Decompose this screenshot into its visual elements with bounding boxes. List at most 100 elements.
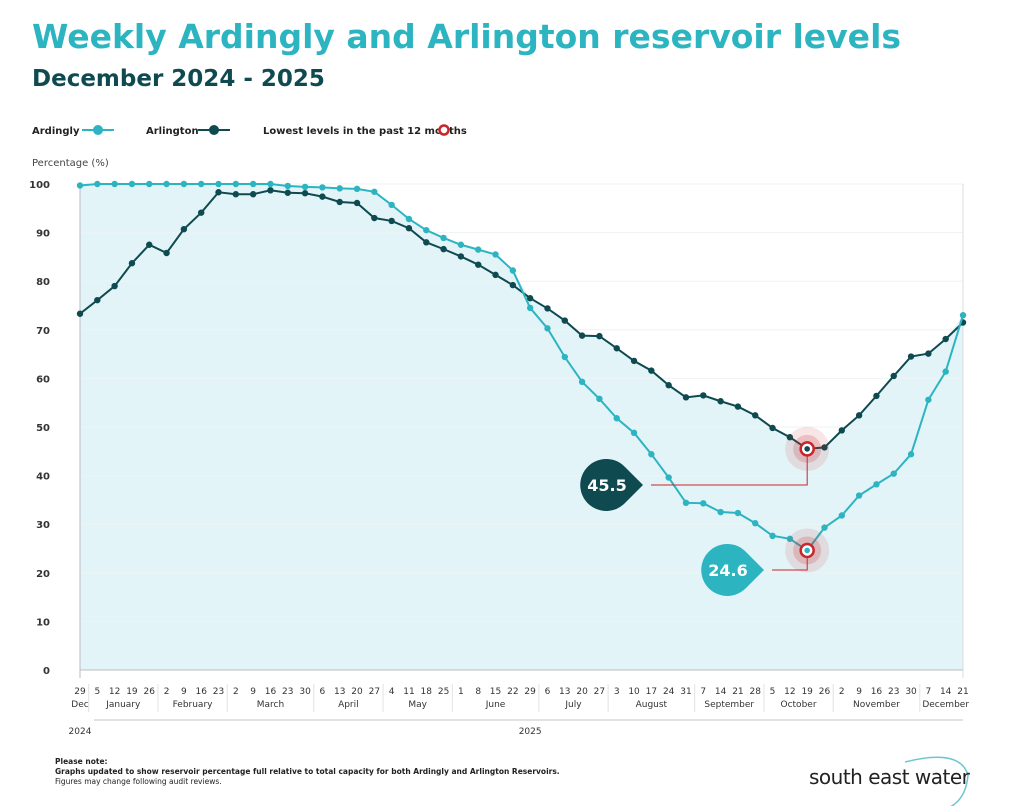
x-tick-label: 21 bbox=[957, 687, 968, 697]
data-point-arlington bbox=[197, 209, 205, 216]
x-tick-label: 6 bbox=[545, 687, 551, 697]
data-point-ardingly bbox=[163, 180, 170, 188]
x-tick-label: 20 bbox=[351, 687, 363, 697]
data-point-ardingly bbox=[596, 395, 603, 403]
data-point-arlington bbox=[301, 190, 309, 197]
month-label: January bbox=[105, 700, 141, 710]
data-point-ardingly bbox=[232, 180, 240, 188]
data-point-arlington bbox=[752, 412, 759, 419]
data-point-arlington bbox=[821, 444, 828, 451]
x-tick-label: 2 bbox=[839, 687, 845, 697]
x-tick-label: 19 bbox=[126, 687, 138, 697]
data-point-ardingly bbox=[319, 184, 326, 191]
x-tick-label: 30 bbox=[299, 687, 311, 697]
data-point-ardingly bbox=[717, 508, 724, 516]
data-point-ardingly bbox=[786, 535, 794, 542]
y-tick-label: 10 bbox=[36, 617, 50, 628]
x-tick-label: 13 bbox=[559, 687, 570, 697]
data-point-arlington bbox=[423, 239, 430, 246]
chart-subtitle: December 2024 - 2025 bbox=[32, 66, 325, 92]
data-point-arlington bbox=[769, 424, 776, 432]
data-point-ardingly bbox=[405, 215, 413, 223]
lowest-point bbox=[804, 446, 810, 452]
x-tick-label: 2 bbox=[164, 687, 170, 697]
data-point-arlington bbox=[284, 189, 291, 196]
data-point-arlington bbox=[700, 392, 707, 399]
data-point-ardingly bbox=[873, 481, 880, 488]
data-point-ardingly bbox=[769, 532, 776, 540]
month-label: November bbox=[853, 700, 900, 710]
data-point-arlington bbox=[561, 317, 568, 324]
x-tick-label: 9 bbox=[856, 687, 862, 697]
data-point-ardingly bbox=[838, 512, 846, 519]
data-point-ardingly bbox=[648, 451, 655, 458]
x-tick-label: 2 bbox=[233, 687, 239, 697]
data-point-arlington bbox=[232, 191, 240, 198]
month-label: August bbox=[636, 700, 668, 710]
data-point-ardingly bbox=[890, 470, 897, 477]
x-tick-label: 25 bbox=[438, 687, 449, 697]
data-point-ardingly bbox=[578, 378, 586, 386]
x-tick-label: 7 bbox=[700, 687, 706, 697]
x-tick-label: 22 bbox=[507, 687, 518, 697]
data-point-ardingly bbox=[128, 180, 136, 188]
month-label: October bbox=[781, 700, 817, 710]
data-point-ardingly bbox=[301, 183, 309, 191]
data-point-ardingly bbox=[457, 241, 465, 248]
legend-ardingly-marker bbox=[93, 125, 103, 135]
y-tick-label: 20 bbox=[36, 569, 50, 580]
month-label: March bbox=[257, 700, 284, 710]
data-point-arlington bbox=[855, 412, 863, 419]
data-point-arlington bbox=[925, 350, 932, 357]
month-label: July bbox=[564, 700, 582, 710]
data-point-ardingly bbox=[700, 500, 707, 507]
data-point-ardingly bbox=[665, 474, 672, 481]
x-tick-label: 8 bbox=[475, 687, 481, 697]
data-point-arlington bbox=[163, 249, 170, 257]
data-point-ardingly bbox=[544, 325, 551, 332]
x-tick-label: 14 bbox=[940, 687, 952, 697]
x-tick-label: 11 bbox=[403, 687, 414, 697]
month-label: December bbox=[922, 700, 969, 710]
data-point-arlington bbox=[942, 335, 949, 343]
y-tick-label: 60 bbox=[36, 374, 50, 385]
data-point-arlington bbox=[907, 353, 915, 360]
x-tick-label: 13 bbox=[334, 687, 345, 697]
x-tick-label: 12 bbox=[784, 687, 795, 697]
data-point-ardingly bbox=[509, 267, 517, 274]
data-point-arlington bbox=[76, 310, 84, 317]
data-point-arlington bbox=[128, 260, 136, 267]
data-point-arlington bbox=[838, 427, 846, 434]
data-point-ardingly bbox=[215, 180, 222, 188]
data-point-ardingly bbox=[734, 509, 742, 517]
data-point-arlington bbox=[371, 214, 378, 222]
x-tick-label: 23 bbox=[213, 687, 224, 697]
legend-arlington-label: Arlington bbox=[146, 126, 199, 137]
y-tick-label: 0 bbox=[43, 666, 50, 677]
x-tick-label: 4 bbox=[389, 687, 395, 697]
y-tick-label: 40 bbox=[36, 472, 50, 483]
legend-ardingly-label: Ardingly bbox=[32, 126, 80, 137]
x-tick-label: 30 bbox=[905, 687, 917, 697]
month-label: September bbox=[704, 700, 754, 710]
data-point-ardingly bbox=[284, 182, 291, 190]
data-point-arlington bbox=[526, 295, 534, 302]
data-point-arlington bbox=[405, 225, 413, 232]
x-tick-label: 29 bbox=[524, 687, 536, 697]
data-point-arlington bbox=[734, 403, 742, 410]
chart-title: Weekly Ardingly and Arlington reservoir … bbox=[32, 17, 901, 56]
data-point-arlington bbox=[388, 217, 395, 225]
x-tick-label: 16 bbox=[265, 687, 277, 697]
data-point-ardingly bbox=[388, 201, 395, 209]
x-tick-label: 27 bbox=[369, 687, 380, 697]
x-tick-label: 19 bbox=[801, 687, 813, 697]
data-point-ardingly bbox=[423, 226, 430, 234]
data-point-arlington bbox=[94, 296, 101, 304]
x-tick-label: 18 bbox=[421, 687, 433, 697]
logo-swoosh bbox=[904, 756, 969, 806]
callout-value: 24.6 bbox=[708, 561, 747, 580]
data-point-ardingly bbox=[959, 312, 967, 319]
x-tick-label: 6 bbox=[320, 687, 326, 697]
data-point-ardingly bbox=[907, 451, 915, 458]
